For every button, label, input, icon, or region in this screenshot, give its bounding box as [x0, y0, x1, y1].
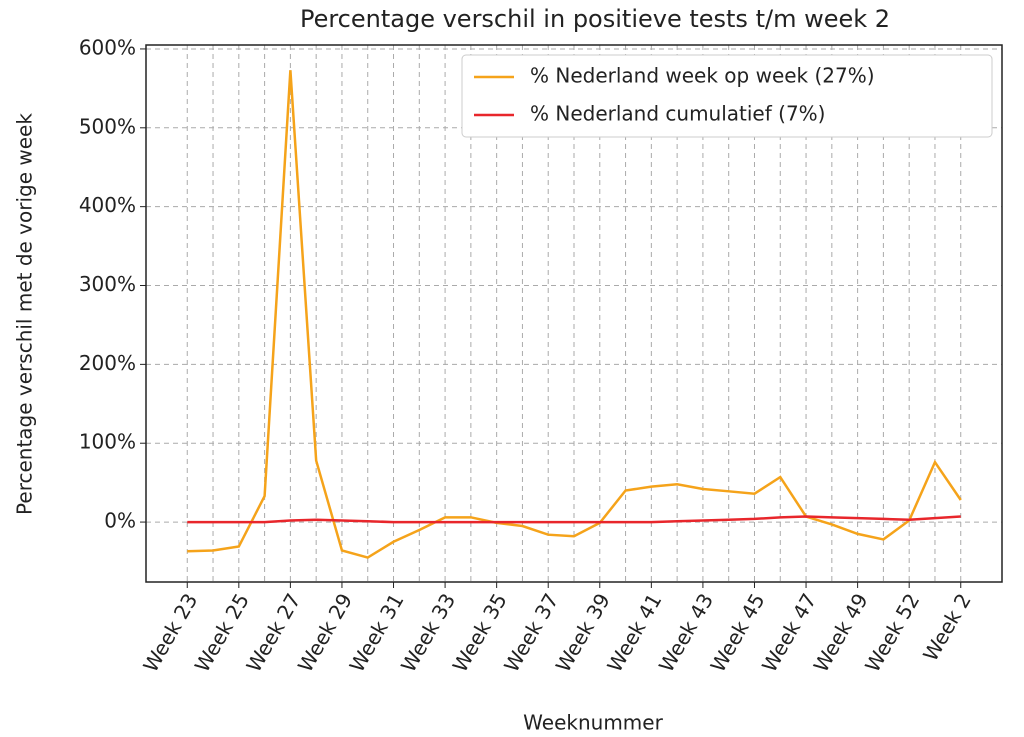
legend-label: % Nederland week op week (27%)	[530, 64, 875, 88]
y-tick-label: 200%	[79, 351, 136, 375]
y-tick-label: 100%	[79, 430, 136, 454]
x-tick-label: Week 2	[918, 589, 976, 665]
y-tick-label: 600%	[79, 35, 136, 59]
y-tick-label: 0%	[104, 509, 136, 533]
y-tick-label: 300%	[79, 272, 136, 296]
legend: % Nederland week op week (27%) % Nederlan…	[461, 54, 993, 138]
y-axis-label: Percentage verschil met de vorige week	[13, 113, 37, 515]
plot-frame	[145, 44, 1003, 583]
y-tick-label: 500%	[79, 114, 136, 138]
legend-label: % Nederland cumulatief (7%)	[530, 102, 825, 126]
y-tick-label: 400%	[79, 193, 136, 217]
series-line	[187, 70, 962, 559]
chart-title: Percentage verschil in positieve tests t…	[300, 5, 890, 33]
x-axis-label: Weeknummer	[523, 711, 663, 735]
series-line	[187, 515, 961, 524]
legend-box	[461, 54, 993, 138]
